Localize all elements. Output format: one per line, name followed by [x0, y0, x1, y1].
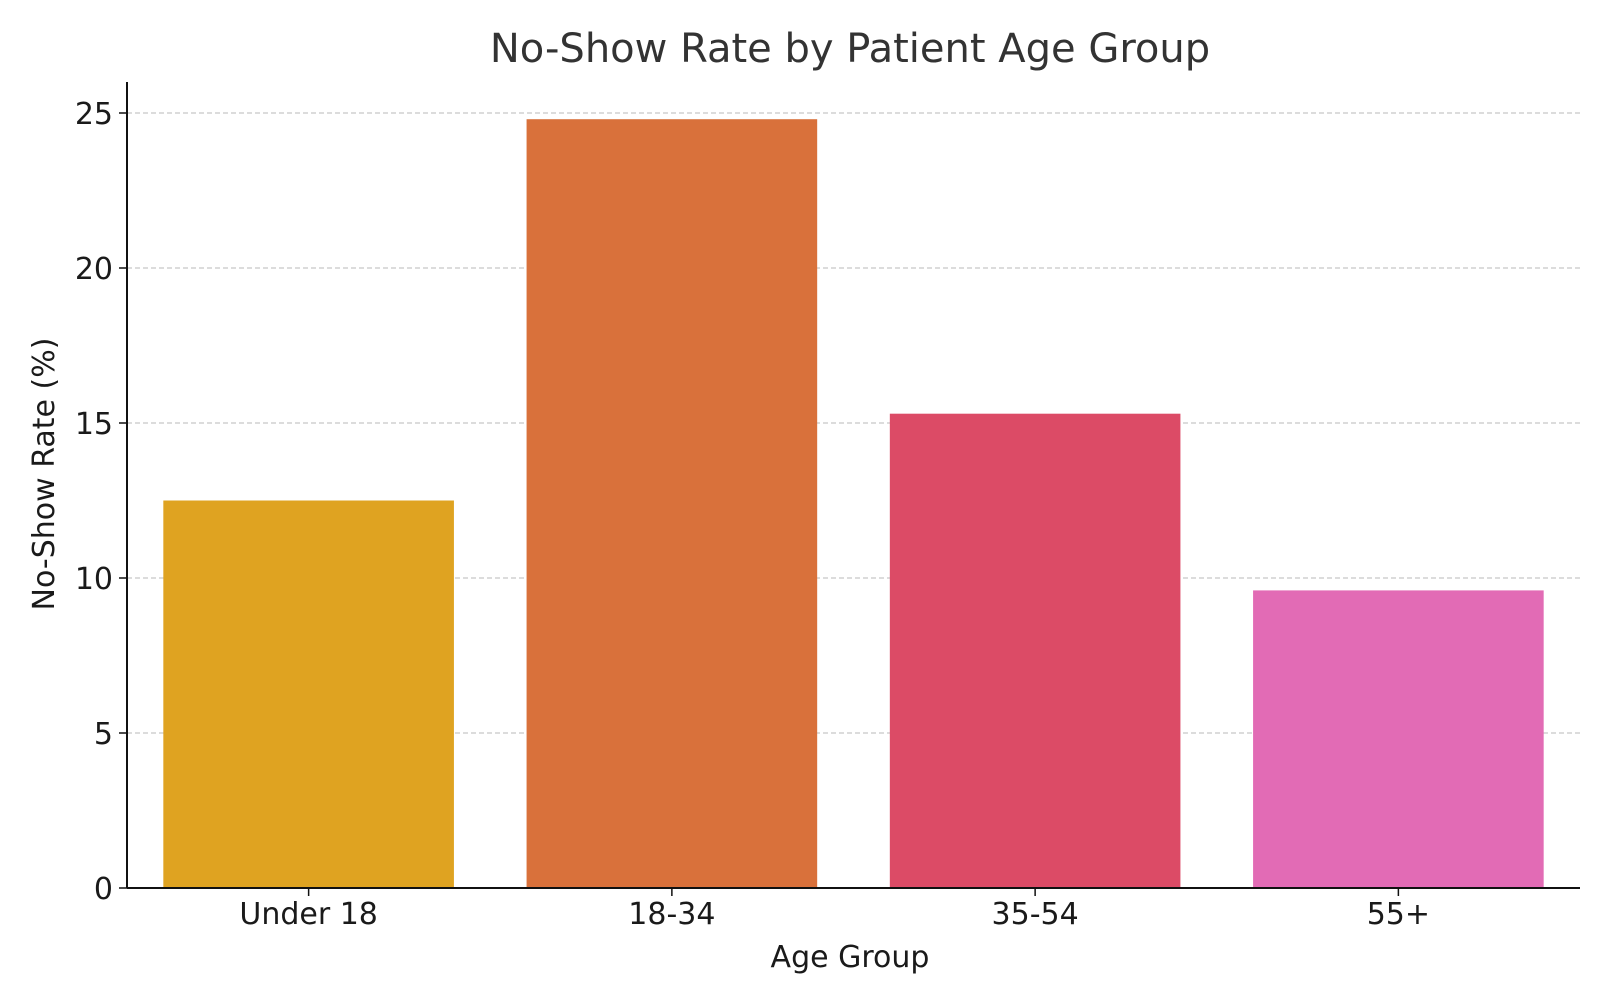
x-tick-label: Under 18: [239, 897, 378, 932]
y-axis-label: No-Show Rate (%): [27, 338, 62, 611]
bar-layer: [163, 119, 1544, 888]
y-tick-label: 15: [75, 407, 113, 442]
chart-title: No-Show Rate by Patient Age Group: [490, 26, 1210, 72]
bar-under-18: [163, 500, 454, 888]
bar-35-54: [889, 413, 1181, 888]
y-tick-label: 25: [75, 97, 113, 132]
x-tick-label: 18-34: [628, 897, 715, 932]
x-tick-layer: Under 18 18-34 35-54 55+: [239, 888, 1430, 932]
y-tick-label: 10: [75, 562, 113, 597]
x-tick-label: 55+: [1367, 897, 1430, 932]
y-tick-layer: 0 5 10 15 20 25: [75, 97, 127, 907]
y-tick-label: 20: [75, 252, 113, 287]
y-tick-label: 0: [94, 872, 113, 907]
bar-55-: [1253, 590, 1544, 888]
x-tick-label: 35-54: [992, 897, 1079, 932]
x-axis-label: Age Group: [771, 940, 930, 975]
axis-layer: [126, 82, 1580, 889]
y-tick-label: 5: [94, 717, 113, 752]
bar-18-34: [526, 119, 818, 888]
